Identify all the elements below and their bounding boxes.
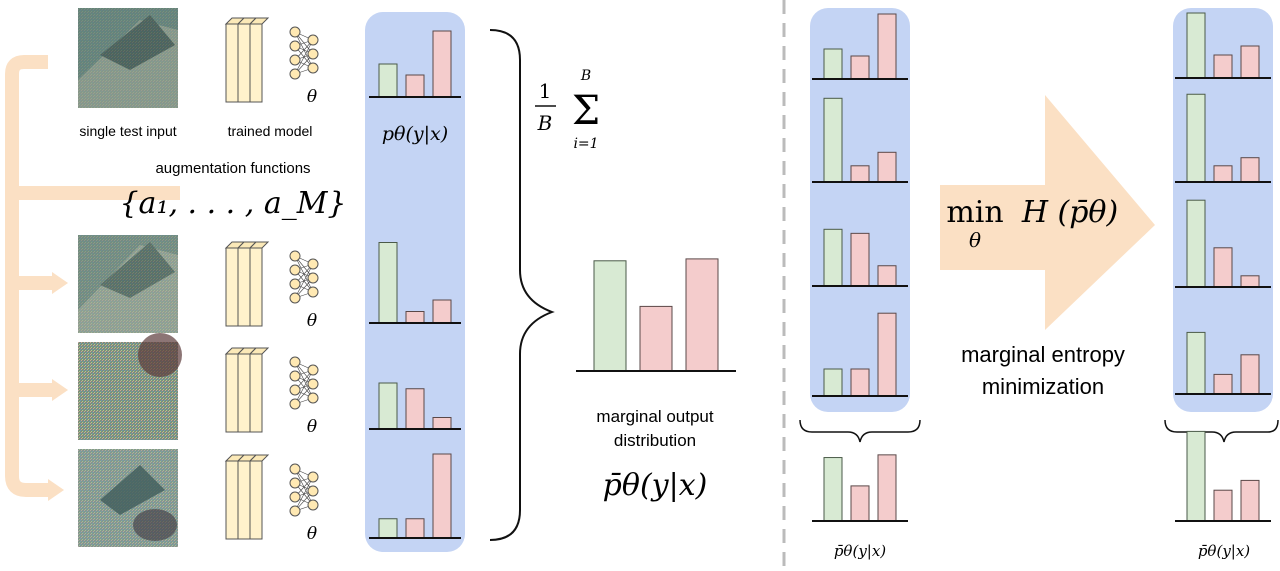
svg-text:Σ: Σ [572, 88, 600, 134]
after-2-bar-2 [1213, 165, 1233, 183]
before-2-bar-1 [823, 97, 843, 183]
trained-model-icon: θ [224, 241, 319, 331]
theta-label: θ [307, 524, 317, 544]
bar-chart-pipeline-aug1 [369, 242, 461, 324]
pipeline-aug1-bar-1 [378, 242, 398, 324]
augmentation-functions-label: augmentation functions [155, 160, 310, 177]
before-2-bar-3 [877, 151, 897, 183]
marginal-entropy-label: marginal entropy [961, 342, 1125, 367]
entropy-expression: H (p̄θ) [1021, 195, 1118, 230]
minimization-label: minimization [982, 374, 1104, 399]
after-1-bar-3 [1240, 45, 1260, 79]
after-1-bar-2 [1213, 54, 1233, 79]
min-subscript: θ [969, 228, 981, 252]
pipeline-marginal-bar-2 [639, 305, 673, 372]
before-1-bar-1 [823, 48, 843, 80]
before-2-bar-2 [850, 165, 870, 183]
before-marginal-bar-3 [877, 454, 897, 522]
augmented-image-2 [78, 333, 182, 440]
bar-chart-before-4 [812, 312, 908, 397]
bar-chart-after-2 [1175, 93, 1271, 183]
before-3-bar-3 [877, 265, 897, 287]
svg-text:B: B [580, 68, 591, 84]
before-4-bar-3 [877, 312, 897, 397]
trained-model-label: trained model [228, 123, 313, 139]
after-marginal-bar-3 [1240, 479, 1260, 522]
single-test-input-label: single test input [79, 123, 176, 139]
after-marginal-bar-1 [1186, 430, 1206, 522]
bar-chart-pipeline-top [369, 30, 461, 98]
after-marginal-bar-2 [1213, 489, 1233, 522]
before-marginal-bar-2 [850, 485, 870, 522]
before-4-bar-2 [850, 368, 870, 397]
after-2-bar-3 [1240, 157, 1260, 183]
pipeline-top-bar-1 [378, 63, 398, 98]
before-3-bar-2 [850, 232, 870, 287]
pipeline-top-bar-2 [405, 74, 425, 98]
aggregation-brace [489, 29, 555, 541]
pipeline-aug1-bar-3 [432, 299, 452, 324]
pipeline-aug2-bar-1 [378, 382, 398, 430]
bar-chart-pipeline-aug3 [369, 453, 461, 539]
test-input-image [78, 8, 178, 108]
before-brace [799, 419, 921, 443]
pipeline-aug3-bar-3 [432, 453, 452, 539]
bar-chart-before-marginal [812, 454, 908, 522]
bar-chart-after-marginal [1175, 430, 1271, 522]
bar-chart-before-2 [812, 97, 908, 183]
pipeline-aug2-bar-2 [405, 388, 425, 430]
after-3-bar-1 [1186, 199, 1206, 288]
before-4-bar-1 [823, 368, 843, 397]
p-bar-label-after: p̄θ(y|x) [1198, 542, 1250, 560]
trained-model-icon: θ [224, 454, 319, 544]
distribution-label: distribution [614, 431, 696, 450]
trained-model-icon: θ [224, 347, 319, 437]
after-brace [1164, 419, 1279, 443]
augmented-image-1 [78, 235, 178, 333]
pipeline-marginal-bar-3 [685, 258, 719, 372]
theta-label: θ [307, 417, 317, 437]
augmentation-set: {a₁, . . . , a_M} [119, 186, 346, 221]
after-4-bar-3 [1240, 354, 1260, 395]
mean-formula: 1 B B Σ i=1 [535, 68, 600, 152]
after-2-bar-1 [1186, 93, 1206, 183]
before-3-bar-1 [823, 228, 843, 287]
svg-text:B: B [537, 111, 553, 135]
p-bar-label-before: p̄θ(y|x) [834, 542, 886, 560]
bar-chart-pipeline-marginal [576, 258, 736, 372]
marginal-output-label: marginal output [596, 407, 713, 426]
before-1-bar-2 [850, 55, 870, 80]
before-1-bar-3 [877, 13, 897, 80]
pipeline-aug2-bar-3 [432, 417, 452, 430]
theta-label: θ [307, 311, 317, 331]
after-3-bar-3 [1240, 275, 1260, 288]
bar-chart-before-1 [812, 13, 908, 80]
after-4-bar-1 [1186, 331, 1206, 395]
augmentation-flow-arrows [4, 55, 180, 501]
p-theta-label: pθ(y|x) [382, 123, 448, 145]
pipeline-top-bar-3 [432, 30, 452, 98]
augmented-image-3 [78, 449, 178, 547]
bar-chart-after-1 [1175, 12, 1271, 79]
svg-text:i=1: i=1 [573, 136, 598, 152]
theta-label: θ [307, 87, 317, 107]
minimization-arrow [940, 95, 1155, 330]
after-1-bar-1 [1186, 12, 1206, 79]
pipeline-aug1-bar-2 [405, 311, 425, 324]
trained-model-icon: θ [224, 17, 319, 107]
svg-text:1: 1 [539, 79, 552, 103]
min-operator: min [946, 195, 1003, 230]
pipeline-aug3-bar-2 [405, 518, 425, 539]
bar-chart-pipeline-aug2 [369, 382, 461, 430]
bar-chart-after-4 [1175, 331, 1271, 395]
before-marginal-bar-1 [823, 457, 843, 522]
after-4-bar-2 [1213, 373, 1233, 395]
pipeline-marginal-bar-1 [593, 260, 627, 372]
after-3-bar-2 [1213, 247, 1233, 288]
bar-chart-before-3 [812, 228, 908, 287]
bar-chart-after-3 [1175, 199, 1271, 288]
pipeline-aug3-bar-1 [378, 518, 398, 539]
p-bar-label-large: p̄θ(y|x) [603, 468, 708, 503]
